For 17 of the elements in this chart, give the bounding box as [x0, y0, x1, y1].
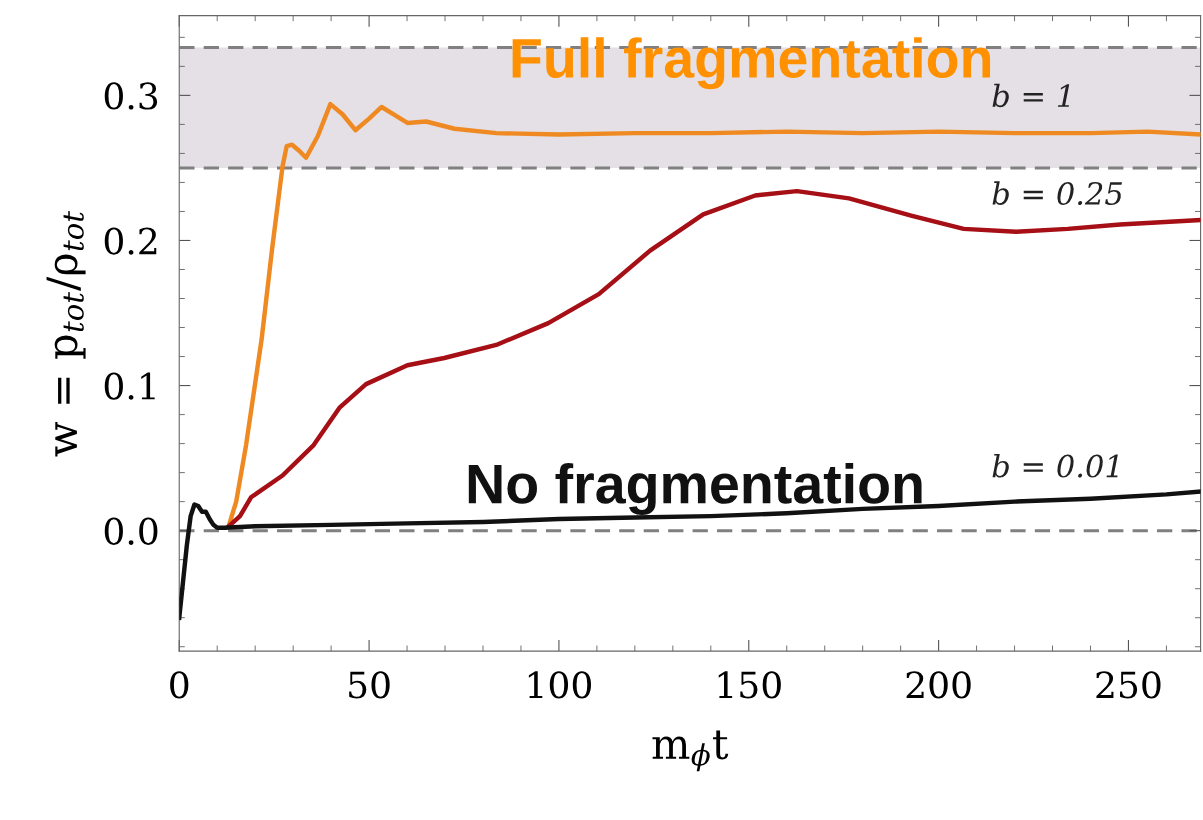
y-tick-label: 0.2 — [104, 227, 157, 255]
series-label: b = 0.25 — [992, 181, 1122, 206]
series-label: b = 1 — [992, 83, 1070, 108]
x-tick-label: 150 — [718, 671, 781, 699]
y-tick-label: 0.1 — [104, 372, 155, 400]
y-axis-title: w = p$_{tot}$/ρ$_{tot}$ — [46, 210, 86, 457]
series-label: b = 0.01 — [992, 453, 1118, 478]
y-tick-label: 0.0 — [104, 517, 158, 545]
x-tick-label: 250 — [1096, 671, 1161, 699]
x-axis-title: m$_{ϕ}$t — [652, 730, 729, 772]
x-tick-label: 100 — [528, 671, 591, 699]
y-tick-label: 0.3 — [104, 82, 158, 110]
x-tick-label: 50 — [349, 671, 390, 699]
annotation: Full fragmentation — [512, 37, 991, 90]
annotation: No fragmentation — [468, 463, 922, 516]
x-tick-label: 0 — [170, 671, 189, 699]
x-tick-label: 200 — [906, 671, 971, 699]
